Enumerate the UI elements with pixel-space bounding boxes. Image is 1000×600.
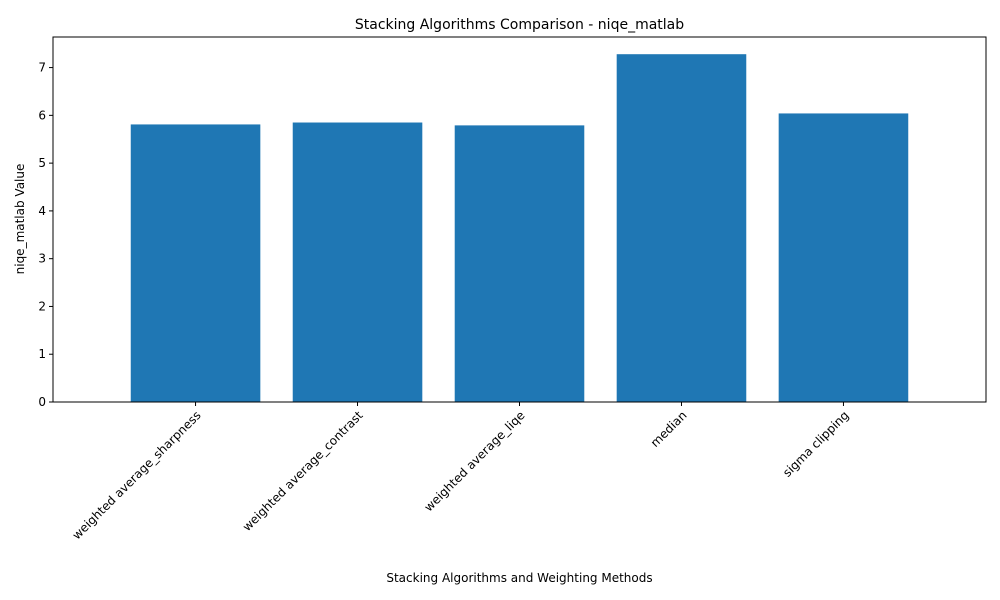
x-tick-label-1: weighted average_contrast	[240, 408, 366, 534]
chart-title: Stacking Algorithms Comparison - niqe_ma…	[355, 17, 684, 33]
y-tick-label-5: 5	[38, 156, 46, 170]
plot-area: 0 1 2 3 4 5 6 7 weighted average_sharpness weight…	[38, 36, 987, 542]
bar-1	[292, 122, 423, 403]
bar-2	[454, 125, 585, 402]
x-axis-title: Stacking Algorithms and Weighting Method…	[386, 571, 652, 585]
bar-0	[130, 124, 261, 403]
bar-4	[778, 113, 909, 402]
y-tick-label-1: 1	[38, 347, 46, 361]
y-tick-label-0: 0	[38, 395, 46, 409]
x-tick-label-4: sigma clipping	[780, 408, 852, 480]
y-axis-title: niqe_matlab Value	[13, 164, 27, 275]
y-tick-label-7: 7	[38, 61, 46, 75]
x-tick-label-3: median	[648, 408, 690, 450]
y-tick-label-4: 4	[38, 204, 46, 218]
y-tick-label-3: 3	[38, 252, 46, 266]
y-tick-label-6: 6	[38, 108, 46, 122]
y-tick-label-2: 2	[38, 299, 46, 313]
bar-3	[616, 54, 747, 402]
axes-frame	[52, 36, 987, 403]
x-tick-label-2: weighted average_liqe	[422, 408, 528, 514]
x-tick-label-0: weighted average_sharpness	[70, 408, 204, 542]
